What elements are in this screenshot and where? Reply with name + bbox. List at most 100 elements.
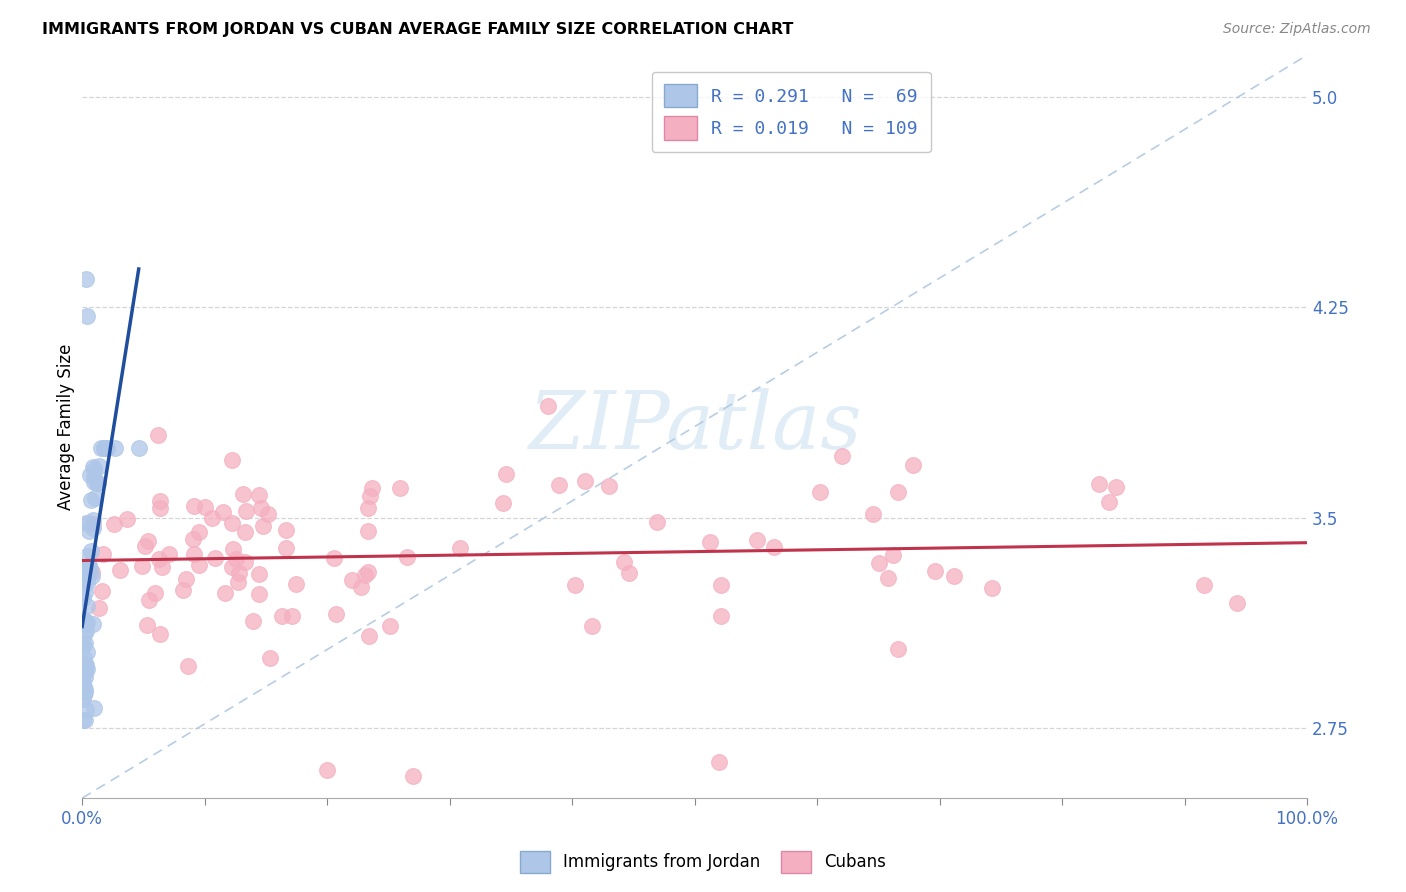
Point xyxy=(353,568,375,582)
Point xyxy=(547,477,569,491)
Point xyxy=(131,559,153,574)
Point xyxy=(72,692,94,706)
Point xyxy=(143,585,166,599)
Point xyxy=(316,763,339,777)
Point xyxy=(359,489,381,503)
Point xyxy=(77,569,100,583)
Point xyxy=(73,618,96,632)
Point xyxy=(83,470,105,484)
Point xyxy=(73,627,96,641)
Point xyxy=(187,558,209,573)
Point xyxy=(72,564,94,578)
Point xyxy=(73,685,96,699)
Point xyxy=(699,535,721,549)
Point xyxy=(172,582,194,597)
Legend: Immigrants from Jordan, Cubans: Immigrants from Jordan, Cubans xyxy=(513,845,893,880)
Point xyxy=(75,584,97,599)
Point xyxy=(389,481,412,495)
Point xyxy=(357,566,380,580)
Point xyxy=(886,642,908,657)
Point xyxy=(325,607,347,622)
Point xyxy=(91,583,114,598)
Point xyxy=(707,755,730,769)
Legend: R = 0.291   N =  69, R = 0.019   N = 109: R = 0.291 N = 69, R = 0.019 N = 109 xyxy=(652,71,931,153)
Point xyxy=(868,556,890,570)
Point xyxy=(194,500,217,514)
Point xyxy=(82,459,104,474)
Point xyxy=(361,481,384,495)
Point xyxy=(76,549,98,563)
Point xyxy=(72,713,94,727)
Point xyxy=(284,577,307,591)
Point xyxy=(645,515,668,529)
Point xyxy=(77,524,100,538)
Point xyxy=(91,547,114,561)
Point xyxy=(83,462,105,476)
Point xyxy=(103,516,125,531)
Point xyxy=(76,645,98,659)
Point xyxy=(598,479,620,493)
Point xyxy=(831,449,853,463)
Point xyxy=(72,613,94,627)
Point xyxy=(183,547,205,561)
Point xyxy=(924,565,946,579)
Point xyxy=(495,467,517,481)
Point xyxy=(183,532,205,546)
Point xyxy=(1225,596,1247,610)
Point xyxy=(1088,476,1111,491)
Point xyxy=(613,555,636,569)
Point xyxy=(228,566,250,581)
Point xyxy=(72,591,94,605)
Point xyxy=(72,689,94,703)
Point xyxy=(233,524,256,539)
Point xyxy=(80,544,103,558)
Point xyxy=(86,476,108,491)
Point xyxy=(80,565,103,579)
Point xyxy=(75,657,97,671)
Point xyxy=(177,658,200,673)
Point xyxy=(86,476,108,491)
Point xyxy=(322,550,344,565)
Point xyxy=(225,551,247,566)
Point xyxy=(73,636,96,650)
Point xyxy=(270,608,292,623)
Point xyxy=(204,550,226,565)
Point xyxy=(876,571,898,585)
Point xyxy=(564,577,586,591)
Point xyxy=(943,569,966,583)
Point xyxy=(76,559,98,574)
Point xyxy=(82,617,104,632)
Point xyxy=(221,516,243,530)
Point xyxy=(76,309,98,323)
Y-axis label: Average Family Size: Average Family Size xyxy=(58,343,75,510)
Point xyxy=(76,575,98,590)
Point xyxy=(259,651,281,665)
Point xyxy=(96,441,118,455)
Text: IMMIGRANTS FROM JORDAN VS CUBAN AVERAGE FAMILY SIZE CORRELATION CHART: IMMIGRANTS FROM JORDAN VS CUBAN AVERAGE … xyxy=(42,22,793,37)
Point xyxy=(77,516,100,530)
Point xyxy=(72,639,94,653)
Point xyxy=(1194,577,1216,591)
Point xyxy=(214,585,236,599)
Point xyxy=(83,475,105,489)
Point xyxy=(82,513,104,527)
Point xyxy=(76,599,98,613)
Point xyxy=(882,549,904,563)
Point xyxy=(201,511,224,525)
Point xyxy=(148,552,170,566)
Point xyxy=(357,524,380,538)
Point xyxy=(359,629,381,643)
Point xyxy=(981,581,1004,595)
Point xyxy=(75,573,97,587)
Point xyxy=(75,665,97,679)
Point xyxy=(72,679,94,693)
Point xyxy=(862,508,884,522)
Point xyxy=(83,701,105,715)
Point xyxy=(808,485,831,500)
Point xyxy=(1098,494,1121,508)
Point xyxy=(75,617,97,632)
Point xyxy=(108,563,131,577)
Point xyxy=(710,609,733,624)
Point xyxy=(82,521,104,535)
Point xyxy=(136,534,159,549)
